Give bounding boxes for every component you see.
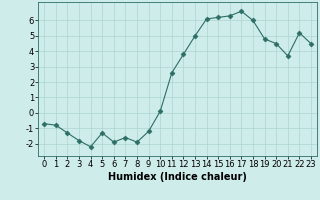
X-axis label: Humidex (Indice chaleur): Humidex (Indice chaleur) [108, 172, 247, 182]
